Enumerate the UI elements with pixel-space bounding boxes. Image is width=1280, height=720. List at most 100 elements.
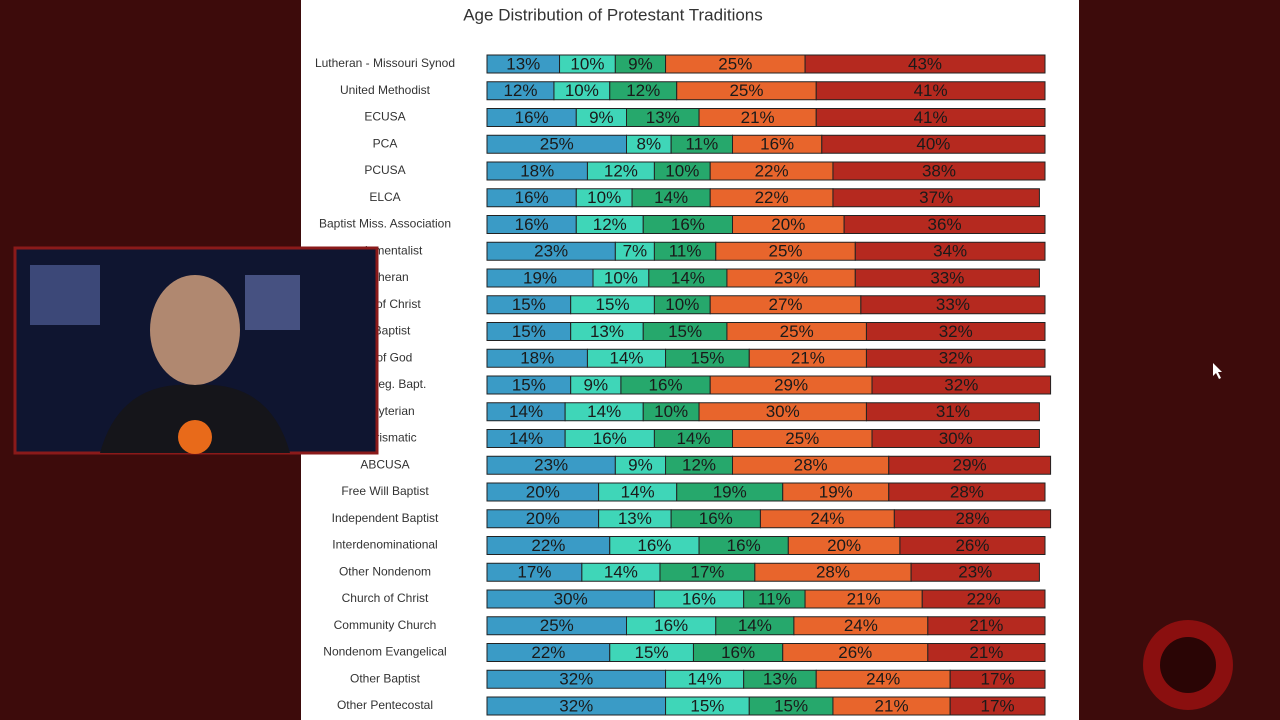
segment-label: 21%	[875, 696, 909, 715]
segment-label: 22%	[755, 188, 789, 207]
segment-label: 23%	[774, 268, 808, 287]
segment-label: 32%	[939, 349, 973, 368]
segment-label: 14%	[587, 402, 621, 421]
segment-label: 10%	[665, 161, 699, 180]
segment-label: 14%	[509, 402, 543, 421]
segment-label: 33%	[930, 268, 964, 287]
chart: Lutheran - Missouri Synod 13% 10% 9% 25% 43% U…	[315, 54, 1052, 716]
segment-label: 16%	[699, 509, 733, 528]
bar-segment	[860, 295, 1046, 315]
segment-label: 25%	[785, 429, 819, 448]
segment-label: 25%	[769, 242, 803, 261]
category-label: Lutheran - Missouri Synod	[315, 56, 455, 70]
segment-label: 15%	[512, 375, 546, 394]
category-label: Other Pentecostal	[337, 698, 433, 712]
category-label: PCA	[373, 136, 398, 150]
segment-label: 29%	[774, 375, 808, 394]
segment-label: 10%	[565, 81, 599, 100]
segment-label: 15%	[512, 295, 546, 314]
channel-logo	[178, 420, 212, 454]
bar-segment	[871, 429, 1040, 448]
segment-label: 16%	[515, 188, 549, 207]
segment-label: 16%	[721, 643, 755, 662]
bar-segment	[888, 482, 1046, 502]
segment-label: 40%	[916, 135, 950, 154]
segment-label: 16%	[654, 616, 688, 635]
segment-label: 17%	[981, 696, 1015, 715]
segment-label: 25%	[780, 322, 814, 341]
segment-label: 30%	[554, 589, 588, 608]
webcam-light	[245, 275, 300, 330]
segment-label: 24%	[866, 670, 900, 689]
segment-label: 27%	[769, 295, 803, 314]
person-body	[100, 384, 290, 453]
segment-label: 19%	[819, 482, 853, 501]
category-label: PCUSA	[364, 163, 405, 177]
segment-label: 14%	[604, 563, 638, 582]
segment-label: 11%	[669, 242, 702, 261]
segment-label: 15%	[596, 295, 630, 314]
segment-label: 17%	[517, 563, 551, 582]
segment-label: 21%	[741, 108, 775, 127]
segment-label: 22%	[531, 536, 565, 555]
segment-label: 19%	[713, 482, 747, 501]
bar-segment	[871, 375, 1052, 395]
segment-label: 16%	[649, 375, 683, 394]
segment-label: 21%	[969, 616, 1003, 635]
segment-label: 14%	[676, 429, 710, 448]
segment-label: 14%	[688, 670, 722, 689]
segment-label: 13%	[618, 509, 652, 528]
segment-label: 25%	[540, 135, 574, 154]
person-head	[150, 275, 240, 385]
category-label: Church of Christ	[342, 591, 429, 605]
segment-label: 11%	[758, 589, 791, 608]
bar-segment	[815, 108, 1046, 127]
bar-segment	[910, 562, 1040, 582]
bar-segment	[899, 536, 1046, 555]
segment-label: 9%	[584, 375, 609, 394]
segment-label: 14%	[621, 482, 655, 501]
category-label: Independent Baptist	[332, 511, 439, 525]
segment-label: 41%	[914, 108, 948, 127]
segment-label: 15%	[512, 322, 546, 341]
segment-label: 23%	[534, 456, 568, 475]
bar-segment	[893, 509, 1052, 529]
category-label: Nondenom Evangelical	[323, 645, 446, 659]
category-label: Other Nondenom	[339, 564, 431, 578]
segment-label: 10%	[604, 268, 638, 287]
segment-label: 25%	[729, 81, 763, 100]
segment-label: 16%	[727, 536, 761, 555]
logo-skull	[1160, 637, 1216, 693]
category-label: Community Church	[334, 618, 437, 632]
segment-label: 11%	[685, 135, 718, 154]
segment-label: 12%	[626, 81, 660, 100]
segment-label: 15%	[635, 643, 669, 662]
category-label: United Methodist	[340, 83, 431, 97]
segment-label: 24%	[844, 616, 878, 635]
category-label: ELCA	[369, 190, 400, 204]
category-label: Baptist Miss. Association	[319, 217, 451, 231]
segment-label: 16%	[682, 589, 716, 608]
segment-label: 16%	[515, 215, 549, 234]
segment-label: 32%	[939, 322, 973, 341]
category-label: Other Baptist	[350, 671, 421, 685]
bar-segment	[921, 589, 1046, 609]
segment-label: 22%	[755, 161, 789, 180]
segment-label: 13%	[646, 108, 680, 127]
bar-segment	[949, 669, 1046, 689]
bar-segment	[927, 616, 1046, 636]
segment-label: 21%	[969, 643, 1003, 662]
segment-label: 12%	[503, 81, 537, 100]
bar-segment	[821, 134, 1046, 154]
segment-label: 28%	[816, 563, 850, 582]
segment-label: 7%	[623, 242, 648, 261]
segment-label: 30%	[766, 402, 800, 421]
segment-label: 19%	[523, 268, 557, 287]
segment-label: 22%	[531, 643, 565, 662]
bar-segment	[927, 643, 1046, 662]
segment-label: 9%	[628, 456, 653, 475]
bar-segment	[815, 81, 1046, 101]
segment-label: 13%	[590, 322, 624, 341]
bar-segment	[949, 696, 1046, 716]
segment-label: 33%	[936, 295, 970, 314]
